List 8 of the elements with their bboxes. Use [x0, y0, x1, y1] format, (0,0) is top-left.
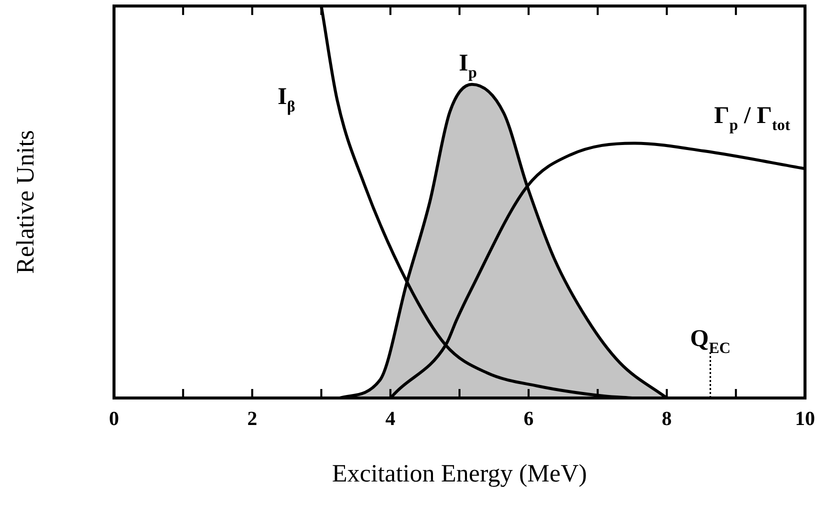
x-tick-label: 4 — [385, 408, 396, 430]
x-tick-label: 8 — [662, 408, 672, 430]
x-tick-label: 2 — [247, 408, 258, 430]
x-tick-label: 6 — [524, 408, 534, 430]
x-tick-label: 10 — [795, 408, 815, 430]
x-tick-label: 0 — [109, 408, 119, 430]
x-axis-title: Excitation Energy (MeV) — [332, 460, 588, 488]
y-axis-title: Relative Units — [12, 130, 40, 274]
